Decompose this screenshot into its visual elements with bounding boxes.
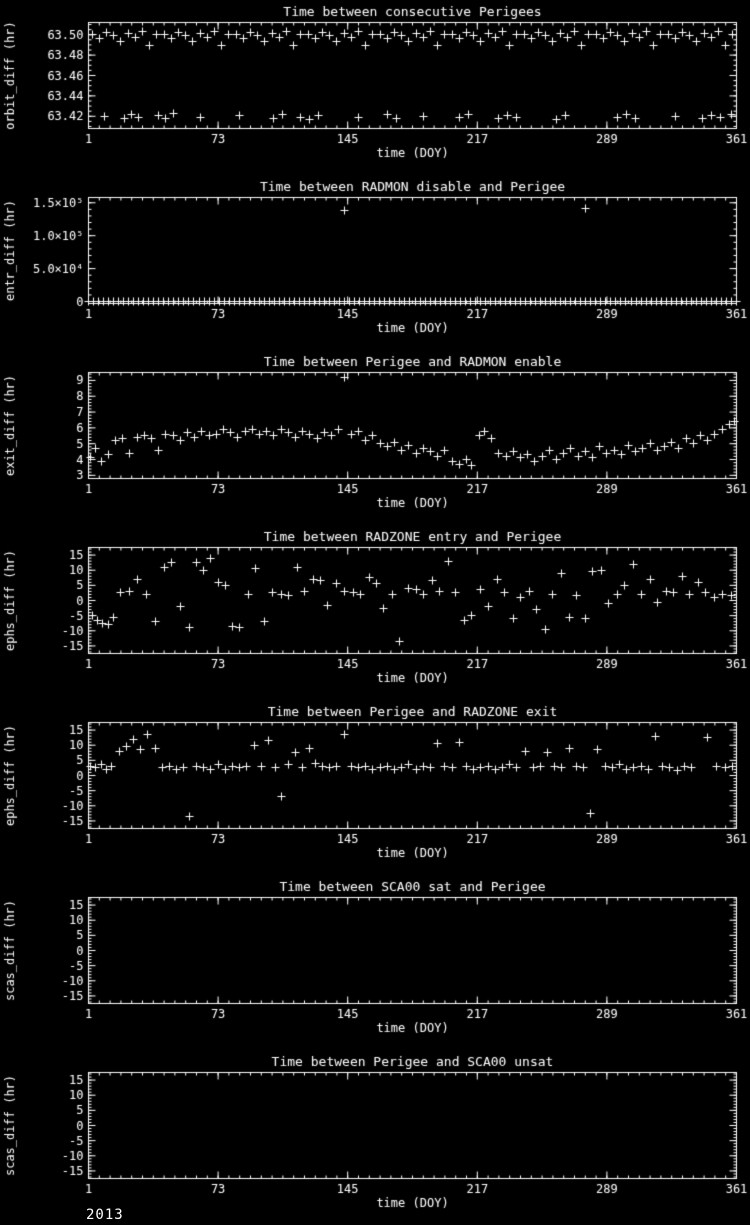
chart-canvas-perigee-radzone-exit (0, 700, 750, 875)
chart-sca00-sat-perigee (0, 875, 750, 1050)
chart-consecutive-perigees (0, 0, 750, 175)
footer-year-label: 2013 (86, 1207, 124, 1223)
chart-canvas-consecutive-perigees (0, 0, 750, 175)
chart-canvas-perigee-radmon-enable (0, 350, 750, 525)
chart-perigee-radmon-enable (0, 350, 750, 525)
chart-canvas-sca00-sat-perigee (0, 875, 750, 1050)
chart-radmon-disable-perigee (0, 175, 750, 350)
chart-perigee-sca00-unsat (0, 1050, 750, 1225)
chart-radzone-entry-perigee (0, 525, 750, 700)
chart-perigee-radzone-exit (0, 700, 750, 875)
chart-canvas-perigee-sca00-unsat (0, 1050, 750, 1225)
chart-canvas-radzone-entry-perigee (0, 525, 750, 700)
chart-canvas-radmon-disable-perigee (0, 175, 750, 350)
